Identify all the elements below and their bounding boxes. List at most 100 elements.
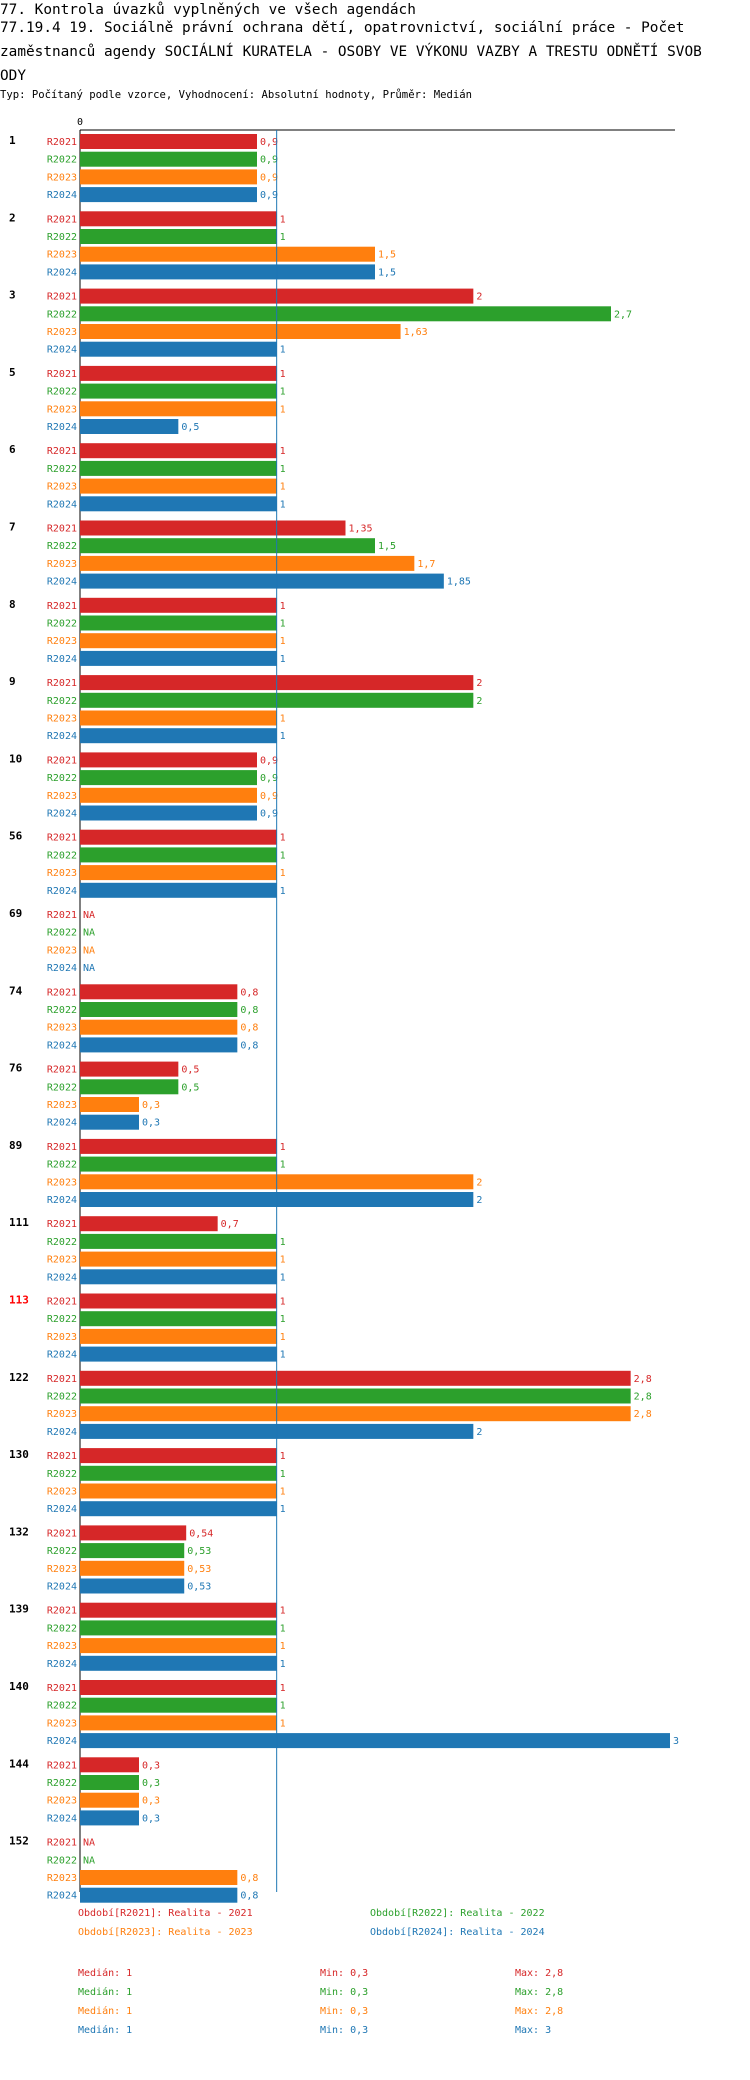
bar-111-R2022	[80, 1233, 277, 1249]
x-axis-zero-label: 0	[77, 117, 83, 128]
series-label-R2024: R2024	[47, 1040, 77, 1051]
bar-122-R2021	[80, 1370, 631, 1386]
data-label: 0,9	[260, 791, 278, 802]
data-label: 1	[280, 886, 286, 897]
series-label-R2023: R2023	[47, 636, 77, 647]
stat-median-R2022: Medián: 1	[78, 1986, 132, 1998]
category-label-111: 111	[9, 1216, 29, 1229]
stat-median-R2021: Medián: 1	[78, 1967, 132, 1979]
legend-entry-R2022: Období[R2022]: Realita - 2022	[370, 1907, 545, 1919]
series-label-R2021: R2021	[47, 1451, 77, 1462]
series-label-R2024: R2024	[47, 1195, 77, 1206]
category-label-7: 7	[9, 521, 16, 534]
data-label: 2	[476, 696, 482, 707]
data-label: 1	[280, 1701, 286, 1712]
bar-5-R2022	[80, 383, 277, 399]
data-label: 1,7	[417, 559, 435, 570]
category-label-10: 10	[9, 752, 22, 765]
stat-max-R2023: Max: 2,8	[515, 2006, 563, 2017]
series-label-R2021: R2021	[47, 833, 77, 844]
data-label: 0,53	[187, 1546, 211, 1557]
series-label-R2024: R2024	[47, 1891, 77, 1902]
series-label-R2022: R2022	[47, 1778, 77, 1789]
series-label-R2021: R2021	[47, 137, 77, 148]
chart-title-line-3: zaměstnanců agendy SOCIÁLNÍ KURATELA - O…	[0, 44, 702, 60]
data-label: 1	[280, 654, 286, 665]
data-label: 1	[280, 482, 286, 493]
data-label: 2	[476, 1195, 482, 1206]
data-label: 0,53	[187, 1564, 211, 1575]
category-label-1: 1	[9, 134, 16, 147]
data-label: 0,53	[187, 1582, 211, 1593]
category-label-144: 144	[9, 1757, 29, 1770]
series-label-R2023: R2023	[47, 1409, 77, 1420]
series-label-R2023: R2023	[47, 1718, 77, 1729]
series-label-R2023: R2023	[47, 327, 77, 338]
series-label-R2023: R2023	[47, 1255, 77, 1266]
series-label-R2021: R2021	[47, 524, 77, 535]
series-label-R2022: R2022	[47, 155, 77, 166]
series-label-R2021: R2021	[47, 1528, 77, 1539]
series-label-R2021: R2021	[47, 601, 77, 612]
series-label-R2023: R2023	[47, 1564, 77, 1575]
stat-median-R2024: Medián: 1	[78, 2024, 132, 2036]
bar-132-R2024	[80, 1578, 185, 1594]
bar-130-R2021	[80, 1448, 277, 1464]
stat-max-R2021: Max: 2,8	[515, 1968, 563, 1979]
data-label: 1	[280, 1641, 286, 1652]
legend-entry-R2023: Období[R2023]: Realita - 2023	[78, 1926, 253, 1938]
data-label: 1	[280, 1623, 286, 1634]
bar-5-R2024	[80, 419, 179, 434]
category-label-139: 139	[9, 1603, 29, 1616]
data-label: 1	[280, 1142, 286, 1153]
bar-144-R2023	[80, 1792, 139, 1808]
series-label-R2022: R2022	[47, 773, 77, 784]
bar-152-R2024	[80, 1887, 238, 1903]
data-label: 0,9	[260, 172, 278, 183]
series-label-R2023: R2023	[47, 482, 77, 493]
data-label: 1	[280, 1160, 286, 1171]
bar-56-R2023	[80, 865, 277, 881]
chart-title-line-4: ODY	[0, 68, 26, 84]
data-label: 0,9	[260, 137, 278, 148]
bar-113-R2022	[80, 1311, 277, 1327]
bar-111-R2024	[80, 1269, 277, 1285]
bar-132-R2021	[80, 1525, 187, 1541]
data-label: 1	[280, 1606, 286, 1617]
na-label: NA	[83, 1855, 95, 1866]
bar-132-R2023	[80, 1560, 185, 1576]
data-label: 0,8	[240, 1891, 258, 1902]
stat-min-R2024: Min: 0,3	[320, 2025, 368, 2036]
data-label: 1	[280, 232, 286, 243]
bar-8-R2024	[80, 650, 277, 666]
category-label-74: 74	[9, 984, 23, 997]
bar-8-R2021	[80, 597, 277, 613]
bar-7-R2022	[80, 538, 375, 554]
data-label: 0,8	[240, 1040, 258, 1051]
bar-2-R2022	[80, 229, 277, 244]
data-label: 1	[280, 1237, 286, 1248]
bar-2-R2023	[80, 246, 375, 262]
data-label: 0,3	[142, 1813, 160, 1824]
series-label-R2024: R2024	[47, 499, 77, 510]
series-label-R2022: R2022	[47, 1855, 77, 1866]
data-label: 1	[280, 1272, 286, 1283]
bar-74-R2024	[80, 1037, 238, 1053]
data-label: 1	[280, 1659, 286, 1670]
series-label-R2024: R2024	[47, 1582, 77, 1593]
na-label: NA	[83, 928, 95, 939]
data-label: 1	[280, 1314, 286, 1325]
series-label-R2023: R2023	[47, 1873, 77, 1884]
bar-140-R2022	[80, 1697, 277, 1713]
series-label-R2022: R2022	[47, 928, 77, 939]
data-label: 1	[280, 1504, 286, 1515]
series-label-R2023: R2023	[47, 1641, 77, 1652]
bar-139-R2022	[80, 1620, 277, 1636]
category-label-152: 152	[9, 1835, 29, 1848]
series-label-R2024: R2024	[47, 345, 77, 356]
series-label-R2023: R2023	[47, 1487, 77, 1498]
category-label-69: 69	[9, 907, 22, 920]
series-label-R2024: R2024	[47, 1118, 77, 1129]
series-label-R2021: R2021	[47, 1838, 77, 1849]
bar-56-R2024	[80, 882, 277, 898]
